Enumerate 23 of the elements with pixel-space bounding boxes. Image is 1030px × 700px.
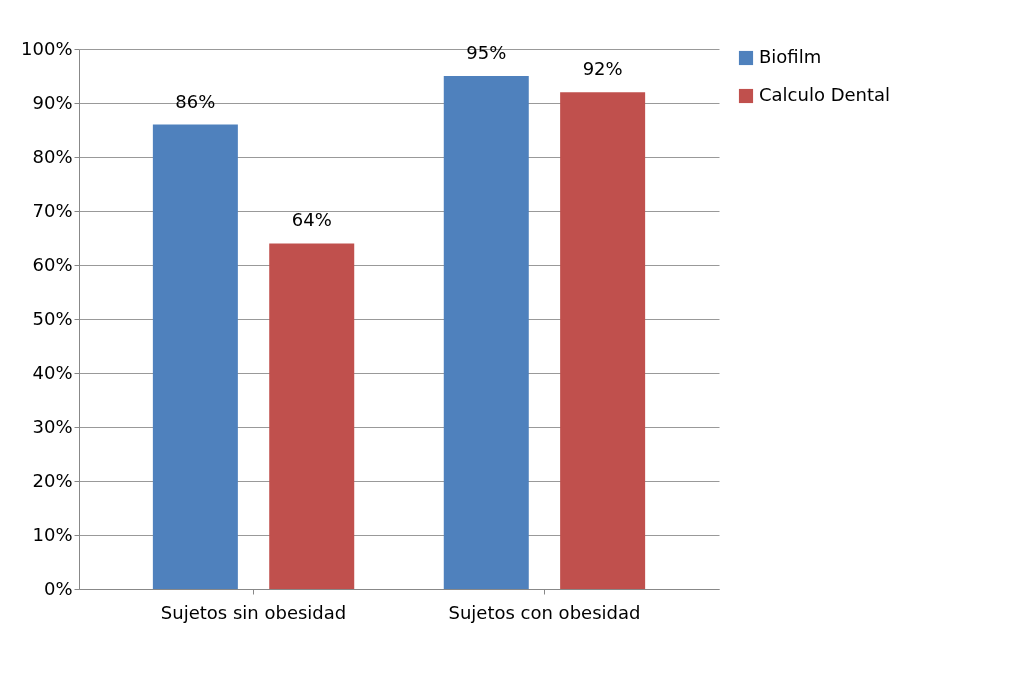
data-label: 64% (291, 209, 332, 231)
y-tick-label: 60% (32, 253, 73, 275)
y-tick-label: 50% (32, 307, 73, 329)
y-tick-label: 90% (32, 91, 73, 113)
x-tick-label: Sujetos con obesidad (448, 601, 641, 623)
y-tick-label: 100% (21, 37, 73, 59)
y-tick-label: 20% (32, 469, 73, 491)
x-tick-label: Sujetos sin obesidad (160, 601, 347, 623)
bar (443, 76, 529, 589)
bar (152, 124, 238, 589)
y-tick-label: 30% (32, 415, 73, 437)
y-tick-label: 0% (43, 577, 73, 599)
data-label: 95% (466, 42, 507, 63)
y-tick-label: 70% (32, 199, 73, 221)
y-tick-label: 10% (32, 523, 73, 545)
bar (269, 243, 355, 589)
data-label: 86% (175, 90, 216, 112)
y-tick-label: 80% (32, 145, 73, 167)
legend-label: Calculo Dental (759, 84, 891, 105)
data-label: 92% (582, 58, 623, 80)
bar (560, 92, 646, 589)
y-tick-label: 40% (32, 361, 73, 383)
legend-label: Biofilm (759, 46, 822, 67)
